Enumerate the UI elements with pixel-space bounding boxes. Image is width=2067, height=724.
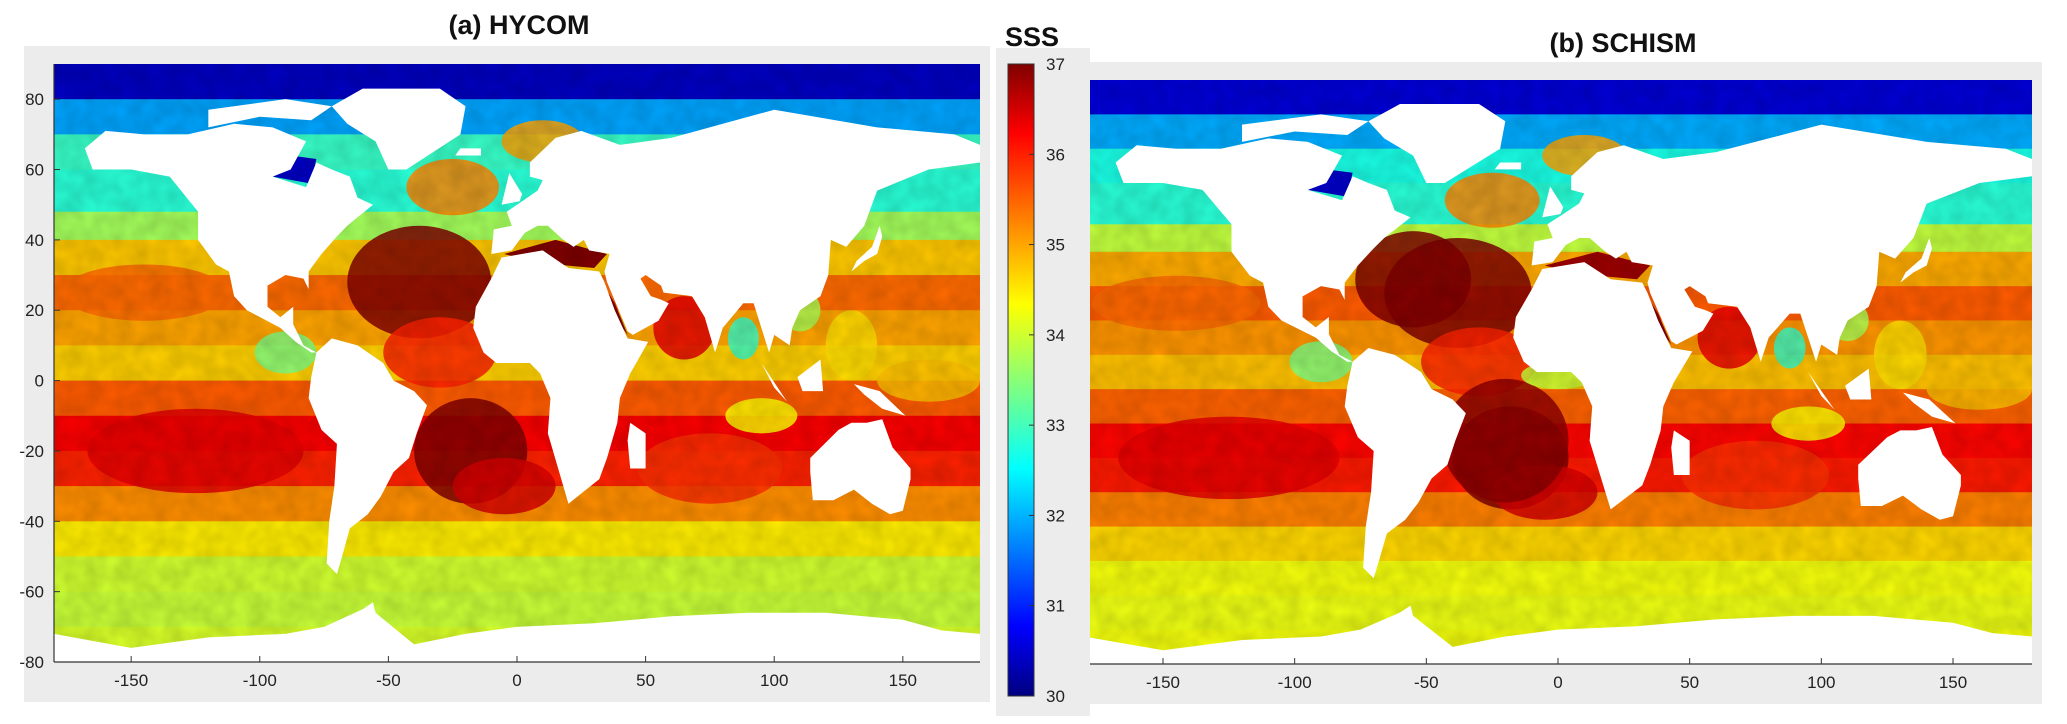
landmass <box>1242 114 1369 142</box>
panel-b-title: (b) SCHISM <box>1549 28 1697 58</box>
landmass <box>1542 186 1564 218</box>
landmass <box>1115 138 1411 362</box>
y-tick-label: 80 <box>25 90 44 109</box>
y-tick-label: 60 <box>25 161 44 180</box>
landmass <box>851 225 883 272</box>
y-tick-label: -80 <box>19 653 44 672</box>
colorbar-tick-label: 33 <box>1046 416 1065 435</box>
x-tick-label: 150 <box>889 671 917 690</box>
y-tick-label: 20 <box>25 301 44 320</box>
panel-a: -150 -100 -50 0 50 100 150 -80 -60 -40 -20 0 20 40 60 8… <box>19 46 990 702</box>
landmass <box>1513 262 1693 510</box>
landmass <box>1808 372 1835 410</box>
colorbar-tick-label: 36 <box>1046 145 1065 164</box>
x-tick-label: -150 <box>1146 673 1180 692</box>
colorbar-tick-label: 35 <box>1046 236 1065 255</box>
landmass <box>761 363 788 402</box>
panel-b: -150 -100 -50 0 50 100 150 <box>1054 62 2048 704</box>
x-tick-label: -100 <box>243 671 277 690</box>
landmass <box>797 359 824 392</box>
landmass <box>1344 347 1466 579</box>
landmass <box>627 422 646 469</box>
sss-field <box>1084 80 2032 664</box>
sss-field <box>54 64 980 662</box>
x-tick-label: -150 <box>114 671 148 690</box>
landmass <box>208 99 332 128</box>
landmass <box>1902 392 1956 424</box>
colorbar-title: SSS <box>1005 22 1060 52</box>
x-tick-label: 50 <box>636 671 655 690</box>
colorbar-tick-label: 37 <box>1046 55 1065 74</box>
landmass <box>1368 104 1506 184</box>
landmass <box>54 602 980 662</box>
landmass <box>1531 124 2032 362</box>
landmass <box>331 88 466 170</box>
colorbar-gradient <box>1007 63 1035 697</box>
panel-a-title: (a) HYCOM <box>448 10 590 40</box>
landmass <box>491 109 980 353</box>
colorbar-tick-label: 32 <box>1046 506 1065 525</box>
y-tick-label: -20 <box>19 442 44 461</box>
y-tick-label: -60 <box>19 583 44 602</box>
x-tick-label: 100 <box>1807 673 1835 692</box>
landmass <box>1084 605 2032 664</box>
y-tick-label: -40 <box>19 512 44 531</box>
y-tick-label: 40 <box>25 231 44 250</box>
x-tick-label: -100 <box>1278 673 1312 692</box>
landmass <box>810 419 911 515</box>
landmass <box>1858 426 1961 520</box>
landmass <box>1494 162 1522 170</box>
x-tick-label: 0 <box>512 671 521 690</box>
landmass <box>853 384 906 416</box>
landmass <box>455 148 481 156</box>
colorbar-tick-label: 34 <box>1046 326 1065 345</box>
x-tick-label: -50 <box>1414 673 1439 692</box>
landmass <box>1671 430 1690 476</box>
x-tick-label: 50 <box>1680 673 1699 692</box>
landmass <box>501 173 523 205</box>
x-tick-label: 0 <box>1553 673 1562 692</box>
y-tick-label: 0 <box>35 372 44 391</box>
colorbar-tick-label: 31 <box>1046 597 1065 616</box>
landmass <box>1845 368 1872 400</box>
landmass <box>1900 238 1932 283</box>
landmass <box>473 250 649 504</box>
x-tick-label: 100 <box>760 671 788 690</box>
x-tick-label: -50 <box>376 671 401 690</box>
x-tick-label: 150 <box>1939 673 1967 692</box>
landmass <box>308 338 427 575</box>
colorbar: 30 31 32 33 34 35 36 37 <box>996 48 1090 716</box>
landmass <box>84 123 373 353</box>
colorbar-tick-label: 30 <box>1046 687 1065 706</box>
